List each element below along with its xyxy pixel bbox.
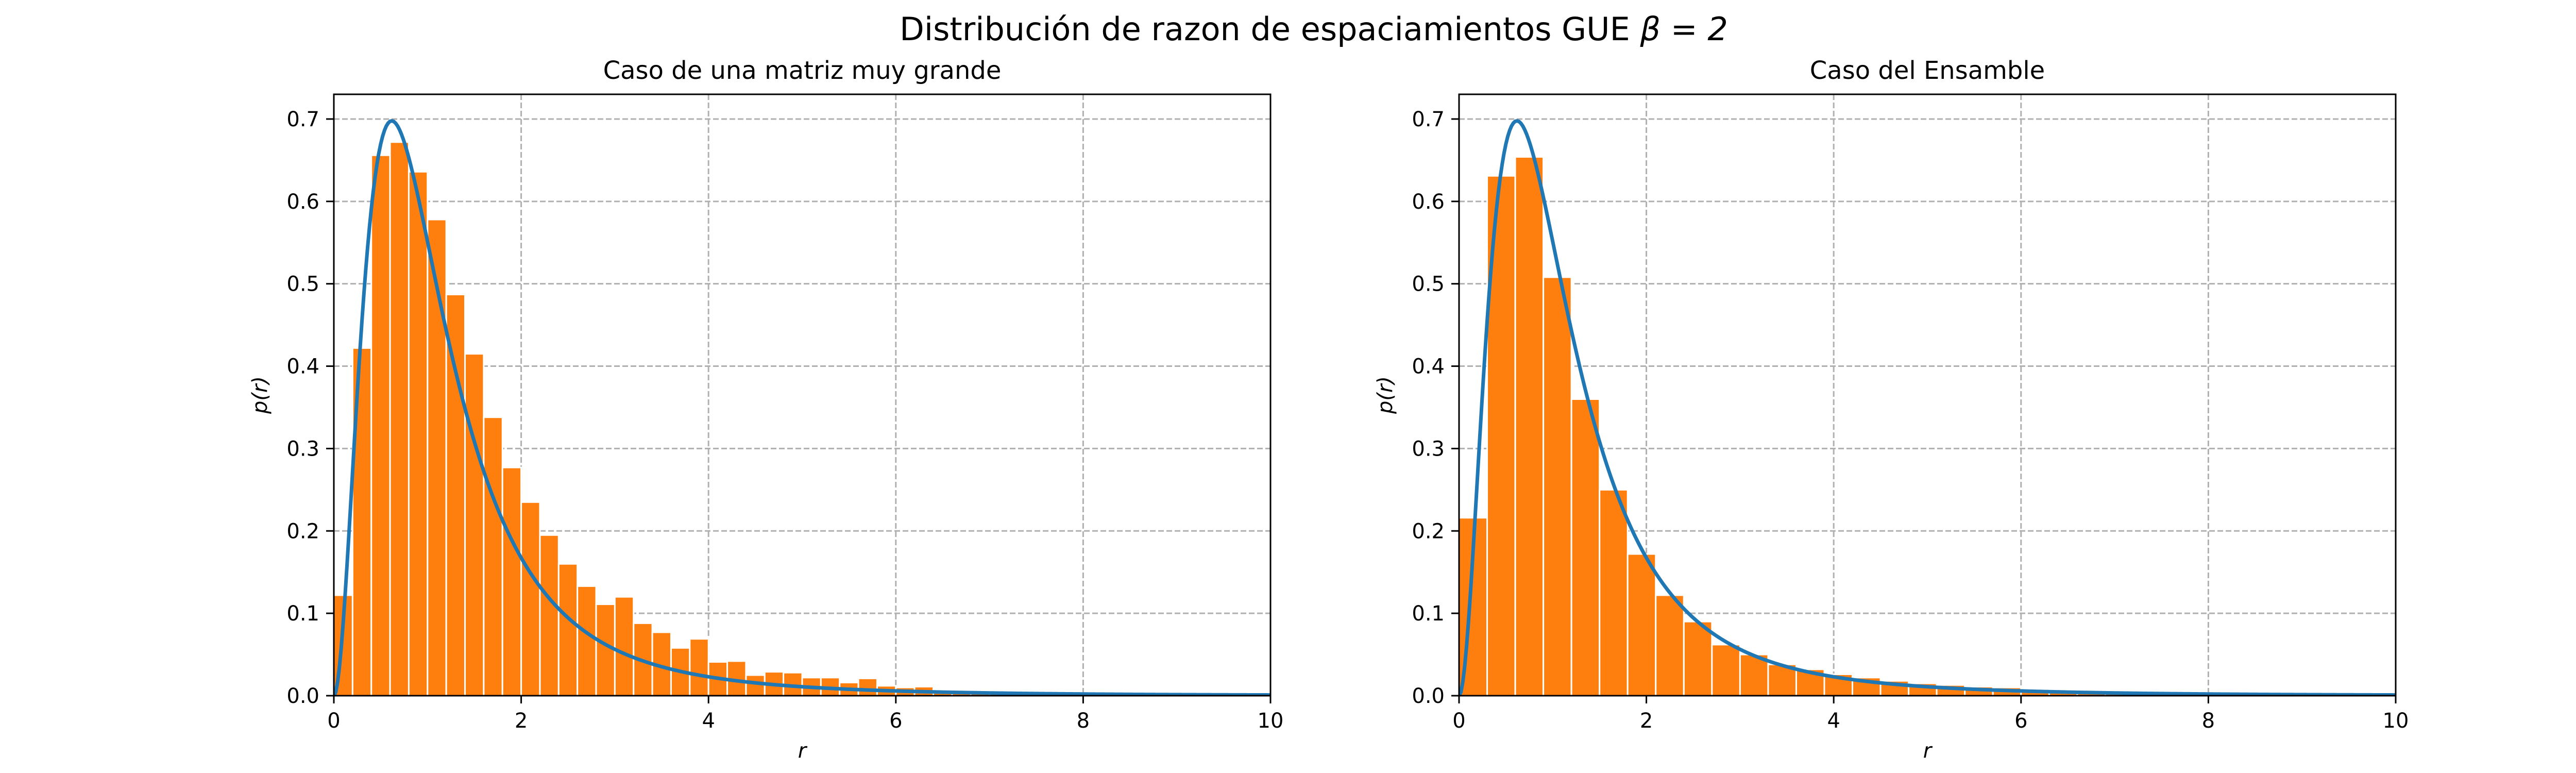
right-y-tick-label: 0.2 [1412,519,1445,543]
left-histogram-bar [445,293,466,696]
right-histogram-bar [1514,156,1545,696]
right-x-tick-label: 8 [2202,709,2215,733]
right-histogram-bar [1683,620,1713,696]
right-axes-frame [1458,93,2397,697]
left-theory-curve [334,119,1270,696]
left-x-tick-label: 4 [702,709,715,733]
right-y-tick-label: 0.5 [1412,273,1445,296]
left-y-tick-label: 0.1 [286,602,319,626]
left-y-tick-label: 0.7 [286,108,319,131]
left-x-axis-label: r [798,739,808,763]
left-y-tick-label: 0.4 [286,355,319,379]
left-histogram-bar [614,596,635,696]
left-y-tick-label: 0.2 [286,519,319,543]
left-grid [334,94,1270,696]
left-chart-title: Caso de una matriz muy grande [603,56,1002,85]
right-y-tick-label: 0.4 [1412,355,1445,379]
left-y-tick-label: 0.5 [286,273,319,296]
left-histogram-bar [595,603,616,696]
right-x-tick-label: 0 [1452,709,1465,733]
left-histogram-bar [557,563,579,696]
left-histogram-bar [370,154,391,696]
left-y-tick-label: 0.0 [286,684,319,708]
left-histogram-bar [483,416,503,696]
right-y-tick-label: 0.1 [1412,602,1445,626]
left-x-tick-label: 0 [327,709,340,733]
right-x-tick-label: 4 [1827,709,1840,733]
right-histogram-bar [1599,489,1629,696]
left-x-tick-label: 10 [1258,709,1284,733]
left-y-tick-label: 0.3 [286,437,319,461]
left-histogram-bar [501,466,522,696]
right-chart-title: Caso del Ensamble [1810,56,2045,85]
right-y-tick-label: 0.3 [1412,437,1445,461]
figure-suptitle: Distribución de razon de espaciamientos … [900,10,1728,48]
left-histogram-bar [651,631,672,696]
left-y-tick-label: 0.6 [286,190,319,214]
right-x-axis-label: r [1923,739,1933,763]
left-histogram-bar [464,353,485,696]
right-chart-panel: 0 2 4 6 8 10 0.0 0.1 0.2 0.3 0.4 0.5 0.6 0.7 Caso del … [1374,56,2409,763]
right-x-tick-label: 6 [2014,709,2027,733]
suptitle-math: β = 2 [1639,10,1727,48]
right-y-axis-label: p(r) [1374,376,1397,414]
right-histogram [1459,156,2396,696]
left-histogram-bar [389,141,410,696]
suptitle-text: Distribución de razon de espaciamientos … [900,10,1640,48]
right-x-tick-label: 2 [1640,709,1653,733]
left-x-axis: 0 2 4 6 8 10 [327,696,1283,733]
left-histogram-bar [577,585,597,696]
left-histogram-bar [408,171,429,696]
right-x-tick-label: 10 [2383,709,2409,733]
left-x-tick-label: 2 [515,709,528,733]
right-y-tick-label: 0.0 [1412,684,1445,708]
left-y-axis-label: p(r) [248,376,272,414]
left-histogram-bar [539,534,560,696]
left-x-tick-label: 8 [1077,709,1090,733]
left-histogram-bar [745,674,766,696]
right-y-tick-label: 0.6 [1412,190,1445,214]
left-axes-frame [333,93,1272,697]
left-histogram-bar [520,501,541,696]
right-y-tick-label: 0.7 [1412,108,1445,131]
right-histogram-bar [1655,594,1685,696]
right-theory-curve [1459,119,2396,696]
right-y-axis: 0.0 0.1 0.2 0.3 0.4 0.5 0.6 0.7 [1412,108,1459,708]
left-histogram-bar [427,219,447,696]
left-y-axis: 0.0 0.1 0.2 0.3 0.4 0.5 0.6 0.7 [286,108,334,708]
left-x-tick-label: 6 [889,709,902,733]
right-histogram-bar [1711,644,1741,696]
right-x-axis: 0 2 4 6 8 10 [1452,696,2409,733]
right-grid [1459,94,2396,696]
right-histogram-bar [1626,553,1657,696]
left-histogram-bar [689,638,709,696]
left-histogram-bar [857,677,878,696]
right-histogram-bar [1543,276,1572,696]
left-chart-panel: 0 2 4 6 8 10 0.0 0.1 0.2 0.3 0.4 0.5 0.6 0.7 Caso de u… [248,56,1283,763]
right-histogram-bar [1570,398,1601,696]
